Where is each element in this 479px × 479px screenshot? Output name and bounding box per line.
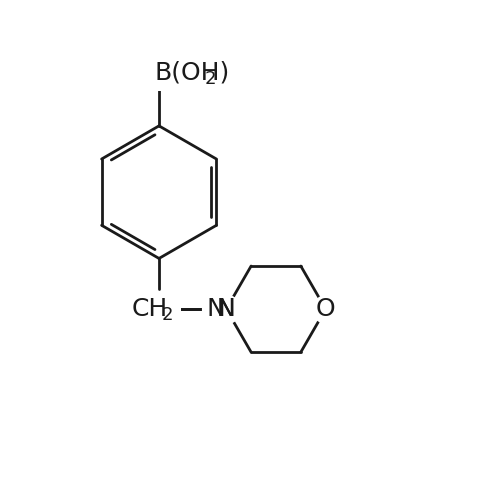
Text: 2: 2 xyxy=(161,306,173,324)
Text: 2: 2 xyxy=(205,70,217,89)
Text: N: N xyxy=(206,297,225,321)
Text: N: N xyxy=(217,297,236,321)
Text: O: O xyxy=(316,297,335,321)
Text: N: N xyxy=(217,297,236,321)
Text: CH: CH xyxy=(132,297,168,321)
Text: B(OH): B(OH) xyxy=(154,61,229,85)
FancyBboxPatch shape xyxy=(129,298,181,322)
FancyBboxPatch shape xyxy=(152,57,261,91)
